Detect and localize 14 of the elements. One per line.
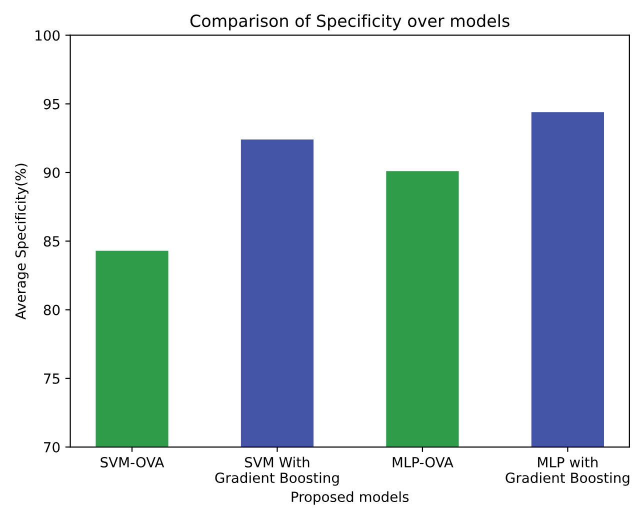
chart-title: Comparison of Specificity over models (190, 14, 510, 30)
y-tick-label: 100 (36, 30, 60, 41)
y-tick-label: 85 (44, 236, 60, 247)
x-tick-label: SVM-OVA (100, 457, 164, 468)
y-tick-label: 90 (44, 167, 60, 178)
x-tick-label: SVM With Gradient Boosting (215, 456, 339, 486)
x-tick-label: MLP with Gradient Boosting (506, 456, 630, 486)
y-tick-label: 70 (44, 442, 60, 453)
y-tick-label: 75 (44, 374, 60, 384)
x-axis-title: Proposed models (292, 491, 409, 505)
x-tick-label: MLP-OVA (392, 457, 454, 468)
y-axis-title: Average Specificity(%) (15, 164, 28, 320)
y-tick-label: 95 (44, 98, 60, 110)
y-tick-label: 80 (44, 304, 60, 316)
